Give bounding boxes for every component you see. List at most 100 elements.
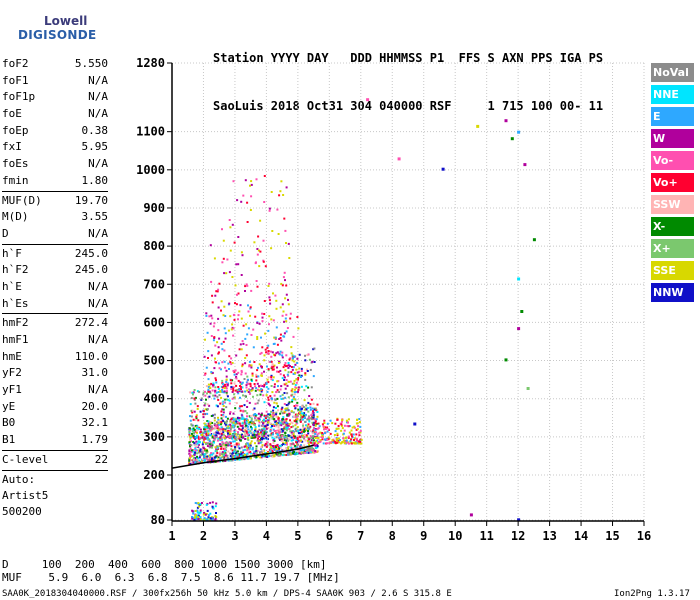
echo-point: [201, 460, 203, 463]
legend-item: NNE: [651, 85, 694, 104]
echo-point: [276, 444, 279, 447]
echo-point: [220, 426, 223, 429]
echo-point: [269, 448, 272, 451]
echo-point: [210, 518, 213, 521]
echo-point: [359, 425, 362, 428]
echo-point: [227, 425, 230, 428]
param-row: h`Es N/A: [2, 296, 108, 313]
echo-point: [258, 433, 261, 435]
echo-point: [311, 449, 314, 452]
echo-point: [302, 414, 305, 417]
echo-point: [190, 415, 193, 418]
echo-point: [261, 421, 264, 423]
echo-point: [266, 352, 269, 355]
echo-point: [202, 413, 205, 416]
echo-point: [263, 354, 266, 357]
echo-point: [246, 406, 249, 408]
echo-point: [300, 374, 303, 377]
echo-point: [192, 391, 195, 394]
echo-point: [200, 398, 203, 401]
echo-point: [233, 424, 236, 427]
echo-point: [250, 289, 253, 292]
echo-point: [226, 420, 228, 423]
echo-point: [241, 433, 243, 436]
echo-point: [348, 425, 351, 427]
echo-point: [272, 414, 275, 417]
echo-point: [198, 456, 201, 459]
param-value: N/A: [88, 333, 108, 346]
echo-point: [314, 450, 317, 452]
echo-point: [283, 434, 286, 437]
echo-point: [260, 390, 263, 393]
echo-point: [288, 453, 291, 456]
echo-point: [211, 446, 213, 449]
echo-point: [275, 425, 277, 428]
echo-point: [239, 417, 242, 420]
echo-point: [217, 416, 219, 419]
echo-point: [267, 455, 270, 458]
echo-point: [323, 419, 326, 422]
x-tick-label: 15: [605, 529, 619, 543]
echo-point: [326, 442, 329, 445]
echo-point: [283, 376, 286, 379]
echo-point: [296, 357, 299, 360]
echo-point: [191, 432, 193, 435]
echo-point: [330, 441, 333, 444]
echo-point: [202, 438, 205, 441]
echo-point: [248, 401, 251, 404]
echo-point: [214, 446, 217, 449]
echo-point: [227, 450, 230, 453]
echo-point: [249, 430, 252, 433]
param-row: hmE 110.0: [2, 349, 108, 366]
echo-point: [293, 436, 296, 439]
echo-point: [329, 419, 332, 422]
echo-point: [256, 439, 259, 442]
echo-point: [205, 385, 208, 388]
echo-point: [246, 400, 249, 403]
echo-point: [188, 427, 191, 430]
echo-point: [198, 505, 201, 508]
echo-point: [294, 384, 297, 386]
echo-point: [276, 405, 279, 408]
echo-point: [334, 442, 337, 444]
echo-point: [203, 422, 206, 425]
echo-point: [265, 438, 268, 441]
param-row: foE N/A: [2, 106, 108, 123]
echo-point: [213, 456, 216, 459]
echo-point: [359, 442, 362, 445]
echo-point: [218, 367, 221, 370]
echo-point: [216, 429, 219, 432]
echo-point: [304, 372, 307, 375]
echo-point: [272, 441, 275, 444]
echo-point: [207, 388, 210, 391]
echo-point: [278, 431, 281, 434]
echo-point: [320, 436, 323, 438]
y-tick-label: 400: [143, 392, 165, 406]
param-value: 22: [94, 452, 108, 466]
echo-point: [197, 437, 200, 440]
echo-point: [284, 410, 287, 413]
echo-point: [306, 368, 308, 371]
echo-point: [260, 374, 263, 377]
echo-point: [263, 427, 266, 430]
x-tick-label: 13: [542, 529, 556, 543]
echo-point: [238, 348, 241, 351]
echo-point: [198, 459, 201, 462]
echo-point: [250, 432, 253, 435]
echo-point: [285, 423, 288, 426]
echo-point: [220, 432, 223, 435]
echo-point: [188, 433, 191, 436]
echo-point: [236, 458, 239, 461]
echo-point: [249, 443, 252, 445]
echo-point: [267, 427, 270, 429]
echo-point: [245, 420, 248, 423]
echo-point: [202, 391, 205, 394]
echo-point: [262, 259, 265, 262]
echo-point: [252, 395, 254, 398]
echo-point: [255, 261, 257, 264]
echo-point: [273, 454, 276, 457]
echo-point: [276, 430, 279, 433]
echo-point: [310, 414, 313, 417]
echo-point: [294, 447, 297, 450]
echo-point: [205, 432, 208, 435]
